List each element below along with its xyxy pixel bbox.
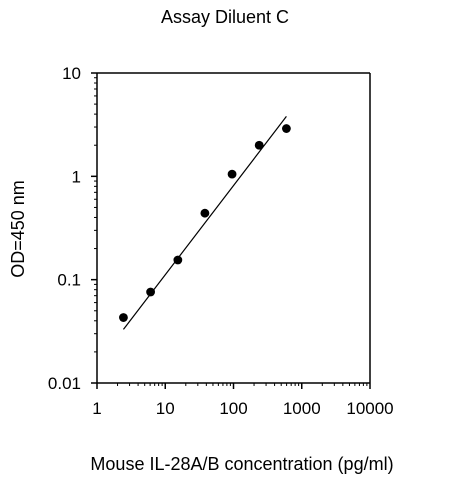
y-tick-label: 10 <box>62 64 81 83</box>
y-tick-label: 0.01 <box>48 374 81 393</box>
data-point <box>173 255 183 265</box>
y-tick-label: 0.1 <box>57 271 81 290</box>
data-point <box>200 208 210 218</box>
x-tick-label: 1 <box>92 399 101 418</box>
x-tick-label: 1000 <box>283 399 321 418</box>
y-tick-label: 1 <box>72 167 81 186</box>
x-tick-label: 100 <box>219 399 247 418</box>
data-point <box>146 287 155 297</box>
x-tick-label: 10000 <box>346 399 393 418</box>
chart-title: Assay Diluent C <box>161 7 289 27</box>
data-point <box>282 124 291 133</box>
x-tick-label: 10 <box>156 399 175 418</box>
y-axis-label: OD=450 nm <box>8 180 28 278</box>
y-ticks: 0.01 0.1 1 10 <box>48 64 97 393</box>
points-layer <box>119 124 291 322</box>
data-point <box>119 313 128 322</box>
data-point <box>254 140 264 150</box>
data-point <box>227 169 237 179</box>
x-ticks: 1 10 100 1000 10000 <box>92 383 394 418</box>
x-axis-label: Mouse IL-28A/B concentration (pg/ml) <box>90 454 393 474</box>
